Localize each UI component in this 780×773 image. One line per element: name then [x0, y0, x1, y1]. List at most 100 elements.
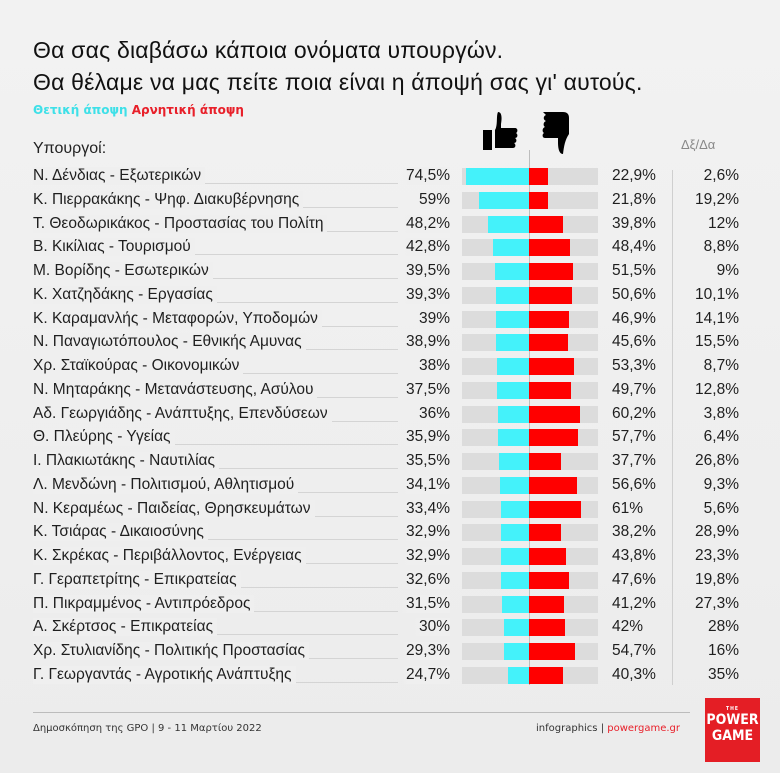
positive-bar: [501, 524, 529, 542]
positive-label: 32,9%: [402, 523, 450, 542]
negative-label: 42%: [612, 618, 644, 636]
leader-line: [33, 444, 398, 446]
negative-bar: [529, 619, 565, 637]
positive-bar: [497, 381, 529, 399]
dxda-label: 14,1%: [695, 309, 739, 327]
minister-name: Κ. Καραμανλής - Μεταφορών, Υποδομών: [33, 309, 322, 328]
minister-name: Π. Πικραμμένος - Αντιπρόεδρος: [33, 594, 255, 613]
table-row: Χρ. Στυλιανίδης - Πολιτικής Προστασίας 29…: [0, 640, 780, 663]
positive-bar: [498, 405, 529, 423]
positive-bar: [508, 666, 529, 684]
positive-bar: [504, 643, 529, 660]
minister-name: Ν. Μηταράκης - Μετανάστευσης, Ασύλου: [33, 380, 318, 399]
positive-bar: [495, 286, 529, 304]
negative-bar: [529, 666, 564, 684]
negative-bar: [529, 168, 549, 185]
table-row: Ι. Πλακιωτάκης - Ναυτιλίας 35,5% 37,7% 26,8…: [0, 450, 780, 473]
legend-negative: Αρνητική άποψη: [131, 103, 244, 117]
positive-bar: [465, 168, 529, 185]
negative-label: 22,9%: [612, 167, 656, 184]
table-row: Κ. Χατζηδάκης - Εργασίας 39,3% 50,6% 10,1%: [0, 284, 780, 307]
negative-label: 45,6%: [612, 333, 656, 351]
negative-label: 38,2%: [612, 523, 656, 541]
table-row: Κ. Τσιάρας - Δικαιοσύνης 32,9% 38,2% 28,9%: [0, 521, 780, 544]
thumbs-down-icon: [542, 112, 569, 154]
legend-positive: Θετική άποψη: [33, 103, 128, 117]
minister-name: Γ. Γεραπετρίτης - Επικρατείας: [33, 570, 241, 589]
leader-line: [33, 539, 398, 541]
positive-label: 39%: [414, 309, 450, 328]
minister-name: Χρ. Σταϊκούρας - Οικονομικών: [33, 357, 244, 375]
legend: Θετική άποψη Αρνητική άποψη: [33, 103, 244, 117]
negative-label: 54,7%: [612, 642, 656, 659]
negative-bar: [529, 524, 562, 542]
table-row: Β. Κικίλιας - Τουρισμού 42,8% 48,4% 8,8%: [0, 236, 780, 259]
positive-label: 48,2%: [402, 214, 450, 233]
positive-label: 74,5%: [402, 167, 450, 185]
thumbs-up-icon: [483, 112, 518, 150]
minister-name: Αδ. Γεωργιάδης - Ανάπτυξης, Επενδύσεων: [33, 404, 332, 423]
table-row: Γ. Γεραπετρίτης - Επικρατείας 32,6% 47,6% 1…: [0, 569, 780, 592]
positive-bar: [498, 453, 529, 470]
positive-bar: [478, 191, 529, 209]
minister-name: Κ. Τσιάρας - Δικαιοσύνης: [33, 523, 208, 542]
minister-name: Χρ. Στυλιανίδης - Πολιτικής Προστασίας: [33, 642, 309, 660]
table-row: Α. Σκέρτσος - Επικρατείας 30% 42% 28%: [0, 616, 780, 639]
positive-bar: [501, 571, 529, 589]
negative-bar: [529, 286, 572, 304]
ministers-header: Υπουργοί:: [33, 140, 107, 157]
minister-name: Γ. Γεωργαντάς - Αγροτικής Ανάπτυξης: [33, 665, 296, 684]
table-row: Λ. Μενδώνη - Πολιτισμού, Αθλητισμού 34,1%…: [0, 474, 780, 497]
positive-label: 39,3%: [402, 285, 450, 304]
positive-label: 24,7%: [402, 665, 450, 684]
dxda-label: 5,6%: [703, 499, 739, 517]
positive-bar: [488, 215, 529, 233]
minister-name: Β. Κικίλιας - Τουρισμού: [33, 238, 195, 257]
negative-label: 41,2%: [612, 594, 656, 612]
positive-bar: [492, 239, 529, 257]
positive-label: 33,4%: [402, 499, 450, 518]
table-row: Μ. Βορίδης - Εσωτερικών 39,5% 51,5% 9%: [0, 260, 780, 283]
positive-label: 37,5%: [402, 380, 450, 399]
dxda-label: 10,1%: [695, 285, 739, 303]
page-title: Θα σας διαβάσω κάποια ονόματα υπουργών. …: [33, 34, 643, 98]
positive-label: 59%: [414, 190, 450, 209]
positive-label: 32,9%: [402, 547, 450, 565]
dxda-label: 26,8%: [695, 452, 739, 469]
negative-label: 21,8%: [612, 190, 656, 208]
leader-line: [33, 183, 398, 184]
positive-bar: [500, 500, 529, 518]
negative-bar: [529, 571, 570, 589]
footer-source: Δημοσκόπηση της GPO | 9 - 11 Μαρτίου 202…: [33, 723, 262, 734]
dxda-label: 19,2%: [695, 190, 739, 208]
negative-label: 50,6%: [612, 285, 656, 303]
table-row: Κ. Πιερρακάκης - Ψηφ. Διακυβέρνησης 59% 21…: [0, 189, 780, 212]
minister-name: Τ. Θεοδωρικάκος - Προστασίας του Πολίτη: [33, 214, 328, 233]
negative-bar: [529, 405, 581, 423]
minister-name: Κ. Πιερρακάκης - Ψηφ. Διακυβέρνησης: [33, 190, 304, 209]
negative-label: 48,4%: [612, 238, 656, 256]
minister-name: Κ. Χατζηδάκης - Εργασίας: [33, 285, 217, 304]
leader-line: [33, 278, 398, 279]
negative-label: 51,5%: [612, 262, 656, 279]
table-row: Ν. Κεραμέως - Παιδείας, Θρησκευμάτων 33,4…: [0, 498, 780, 521]
negative-bar: [529, 500, 581, 518]
dxda-label: 27,3%: [695, 594, 739, 612]
negative-label: 37,7%: [612, 452, 656, 469]
negative-label: 60,2%: [612, 404, 656, 422]
dxda-label: 3,8%: [703, 404, 739, 422]
negative-bar: [529, 381, 572, 399]
site-link[interactable]: powergame.gr: [607, 723, 680, 734]
table-row: Π. Πικραμμένος - Αντιπρόεδρος 31,5% 41,2% 2…: [0, 593, 780, 616]
positive-label: 38%: [414, 357, 450, 375]
positive-label: 36%: [414, 404, 450, 423]
minister-name: Ν. Παναγιωτόπουλος - Εθνικής Αμυνας: [33, 333, 306, 352]
negative-bar: [529, 263, 573, 280]
leader-line: [33, 254, 398, 256]
negative-label: 39,8%: [612, 214, 656, 232]
dxda-label: 19,8%: [695, 570, 739, 588]
dxda-header: Δξ/Δα: [681, 137, 716, 152]
positive-bar: [495, 334, 529, 352]
positive-bar: [503, 619, 529, 637]
dxda-label: 12,8%: [695, 380, 739, 398]
